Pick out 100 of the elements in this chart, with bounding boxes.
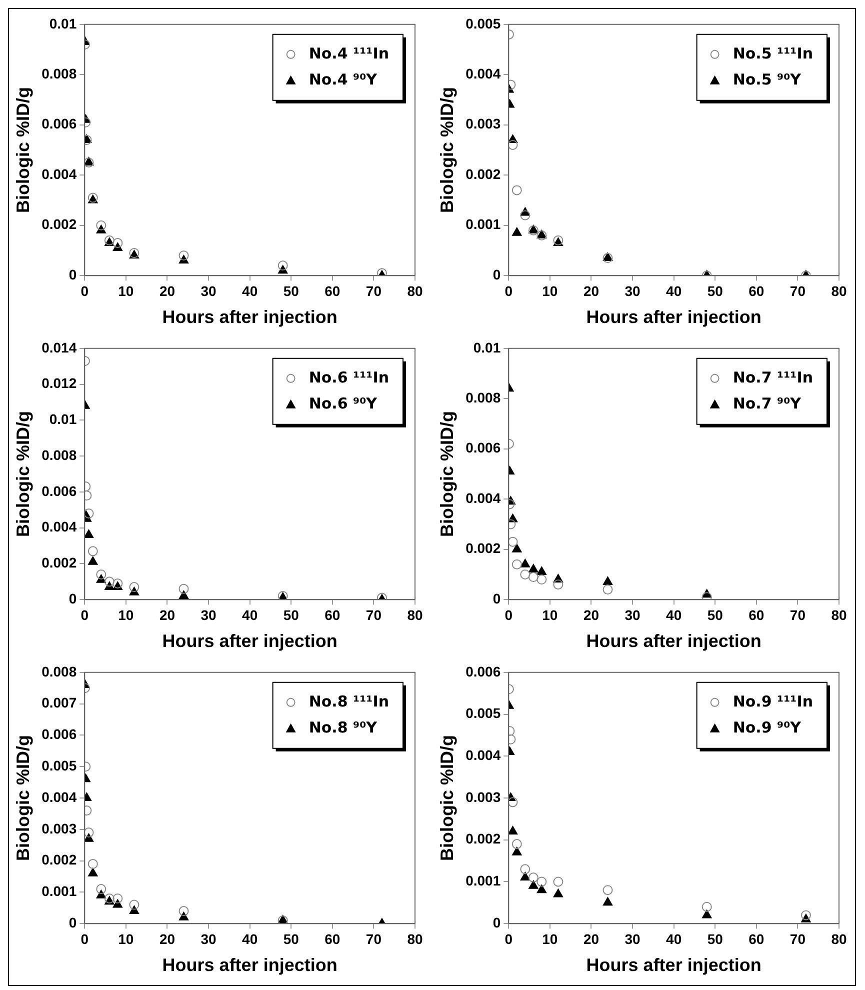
point — [88, 546, 98, 556]
point — [602, 584, 613, 595]
legend-label: No.6 ¹¹¹In — [308, 368, 389, 386]
x-tick-label: 80 — [831, 282, 847, 299]
y-tick-label: 0.002 — [42, 852, 77, 868]
x-tick-label: 40 — [242, 930, 258, 947]
x-tick-label: 70 — [366, 606, 382, 623]
y-tick-label: 0.001 — [42, 883, 77, 900]
legend-label: No.9 ⁹⁰Y — [732, 718, 802, 736]
y-axis-title: Biologic %ID/g — [436, 735, 457, 861]
legend-label: No.4 ¹¹¹In — [308, 44, 389, 62]
y-tick-label: 0.005 — [466, 705, 501, 722]
point — [512, 559, 522, 570]
point — [520, 569, 530, 580]
y-axis-title: Biologic %ID/g — [12, 411, 33, 537]
y-tick-label: 0.003 — [466, 116, 501, 132]
point — [112, 238, 123, 248]
point — [800, 910, 811, 920]
y-tick-label: 0 — [68, 590, 77, 606]
point — [702, 592, 712, 600]
x-tick-label: 60 — [324, 606, 340, 623]
x-tick-label: 70 — [366, 282, 382, 299]
point — [84, 508, 94, 518]
y-tick-label: 0.002 — [466, 830, 501, 847]
x-tick-label: 40 — [242, 282, 258, 299]
point — [512, 544, 522, 552]
point — [602, 576, 613, 586]
point — [602, 897, 613, 906]
point — [178, 906, 189, 916]
point — [553, 580, 564, 590]
x-axis-title: Hours after injection — [162, 955, 338, 976]
y-tick-label: 0.004 — [466, 66, 501, 82]
x-tick-label: 20 — [583, 282, 600, 299]
point — [84, 530, 94, 538]
x-tick-label: 70 — [790, 606, 806, 623]
point — [520, 864, 530, 874]
point — [602, 885, 613, 896]
x-tick-label: 0 — [504, 282, 513, 299]
point — [112, 893, 123, 904]
y-tick-label: 0.006 — [466, 663, 501, 680]
x-tick-label: 20 — [159, 282, 176, 299]
legend-label: No.7 ¹¹¹In — [732, 368, 813, 386]
x-tick-label: 0 — [504, 930, 513, 947]
y-tick-label: 0.006 — [466, 440, 501, 456]
y-tick-label: 0.002 — [42, 216, 77, 232]
x-tick-label: 30 — [200, 282, 217, 299]
point — [536, 574, 547, 585]
x-tick-label: 60 — [748, 606, 764, 623]
point — [508, 826, 518, 834]
y-axis-title: Biologic %ID/g — [12, 735, 33, 861]
y-tick-label: 0.003 — [42, 820, 77, 836]
point — [512, 846, 522, 856]
y-tick-label: 0.006 — [42, 482, 77, 499]
x-tick-label: 0 — [80, 282, 89, 299]
point — [88, 868, 98, 876]
point — [528, 572, 538, 582]
point — [536, 884, 546, 894]
x-tick-label: 30 — [624, 930, 641, 947]
x-tick-label: 60 — [748, 282, 764, 299]
y-tick-label: 0.004 — [42, 788, 77, 805]
point — [553, 888, 564, 898]
y-tick-label: 0 — [68, 266, 77, 282]
y-tick-label: 0.01 — [49, 15, 77, 32]
point — [528, 872, 538, 883]
x-axis-title: Hours after injection — [162, 631, 338, 652]
x-tick-label: 70 — [790, 930, 806, 947]
y-tick-label: 0.008 — [42, 66, 77, 82]
y-tick-label: 0.002 — [466, 540, 501, 556]
x-tick-label: 20 — [159, 930, 176, 947]
y-tick-label: 0.012 — [42, 375, 77, 392]
x-tick-label: 10 — [118, 282, 134, 299]
point — [508, 140, 518, 150]
point — [512, 227, 522, 236]
legend-label: No.5 ¹¹¹In — [732, 44, 813, 62]
x-tick-label: 30 — [624, 282, 641, 299]
y-tick-label: 0.004 — [466, 490, 501, 506]
x-tick-label: 60 — [324, 930, 340, 947]
y-tick-label: 0 — [492, 590, 501, 606]
legend-label: No.6 ⁹⁰Y — [308, 394, 378, 412]
x-axis-title: Hours after injection — [162, 307, 338, 328]
y-tick-label: 0.006 — [42, 726, 77, 742]
x-tick-label: 80 — [407, 282, 423, 299]
x-tick-label: 40 — [242, 606, 258, 623]
x-tick-label: 30 — [200, 930, 217, 947]
point — [112, 578, 123, 588]
y-axis-title: Biologic %ID/g — [436, 87, 457, 213]
x-axis-title: Hours after injection — [586, 631, 762, 652]
legend-label: No.4 ⁹⁰Y — [308, 70, 378, 88]
x-tick-label: 0 — [80, 606, 89, 623]
point — [508, 797, 518, 808]
x-tick-label: 40 — [666, 930, 682, 947]
point — [702, 902, 712, 912]
y-axis-title: Biologic %ID/g — [436, 411, 457, 537]
point — [96, 220, 106, 230]
point — [104, 893, 114, 904]
x-tick-label: 60 — [748, 930, 764, 947]
legend-label: No.7 ⁹⁰Y — [732, 394, 802, 412]
y-tick-label: 0.004 — [466, 746, 501, 763]
point — [536, 566, 546, 575]
y-tick-label: 0.005 — [42, 757, 77, 774]
